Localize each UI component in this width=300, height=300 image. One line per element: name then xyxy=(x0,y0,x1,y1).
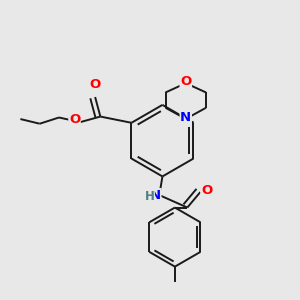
Text: N: N xyxy=(180,111,191,124)
Text: O: O xyxy=(180,75,191,88)
Text: O: O xyxy=(201,184,212,197)
Text: N: N xyxy=(150,189,161,202)
Text: O: O xyxy=(69,113,80,126)
Text: N: N xyxy=(180,111,191,124)
Text: O: O xyxy=(89,78,101,92)
Text: H: H xyxy=(144,190,154,202)
